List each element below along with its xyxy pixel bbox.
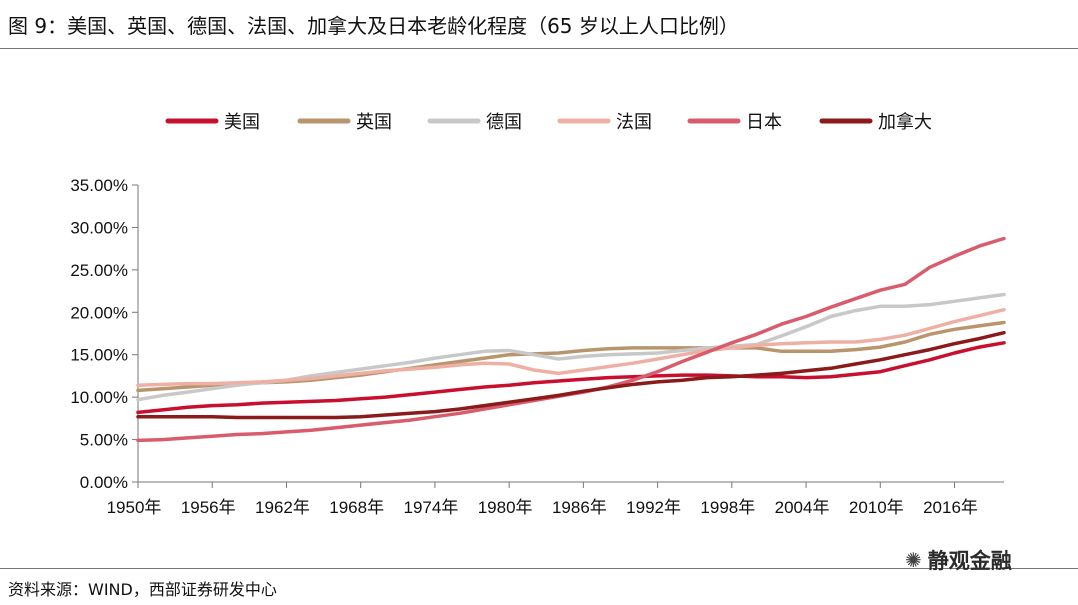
x-tick-label: 1968年: [329, 498, 384, 517]
chart-axes: 0.00% 5.00% 10.00% 15.00% 20.00% 25.00% 30.00%…: [70, 176, 1004, 517]
x-tick-label: 1992年: [626, 498, 681, 517]
y-tick-label: 10.00%: [70, 388, 128, 407]
series-line: [136, 307, 1006, 388]
x-tick-label: 2004年: [775, 498, 830, 517]
x-tick-label: 1950年: [107, 498, 162, 517]
line-chart: 美国 英国 德国 法国 日本 加拿大 0.00% 5.00% 10.00% 15.00% 20.0…: [70, 111, 1006, 517]
series-line: [136, 330, 1006, 420]
source-note: 资料来源：WIND，西部证券研发中心: [8, 580, 277, 599]
y-tick-label: 30.00%: [70, 218, 128, 237]
x-tick-label: 1974年: [404, 498, 459, 517]
watermark-text: 静观金融: [927, 549, 1012, 573]
wechat-icon: ✺: [905, 548, 922, 572]
y-tick-label: 25.00%: [70, 261, 128, 280]
y-tick-label: 5.00%: [80, 431, 128, 450]
series-line: [136, 341, 1006, 415]
x-tick-label: 1956年: [181, 498, 236, 517]
legend-label: 美国: [224, 112, 260, 133]
x-tick-label: 1986年: [552, 498, 607, 517]
legend-label: 法国: [616, 112, 652, 133]
x-tick-label: 1962年: [255, 498, 310, 517]
y-tick-label: 20.00%: [70, 303, 128, 322]
legend-label: 加拿大: [878, 111, 932, 133]
x-tick-label: 2010年: [849, 498, 904, 517]
x-tick-label: 1980年: [478, 498, 533, 517]
y-tick-label: 35.00%: [70, 176, 128, 195]
x-tick-label: 2016年: [923, 498, 978, 517]
watermark: ✺ 静观金融: [905, 545, 1012, 575]
top-divider: [0, 48, 1078, 49]
page-title: 图 9：美国、英国、德国、法国、加拿大及日本老龄化程度（65 岁以上人口比例）: [8, 14, 739, 38]
legend-label: 德国: [486, 112, 522, 133]
x-tick-label: 1998年: [700, 498, 755, 517]
series-lines: [136, 236, 1006, 443]
legend: 美国 英国 德国 法国 日本 加拿大: [165, 111, 932, 133]
legend-label: 英国: [356, 112, 392, 133]
legend-label: 日本: [746, 112, 782, 133]
bottom-divider: [0, 568, 1078, 569]
y-tick-label: 15.00%: [70, 346, 128, 365]
y-tick-label: 0.00%: [80, 473, 128, 492]
